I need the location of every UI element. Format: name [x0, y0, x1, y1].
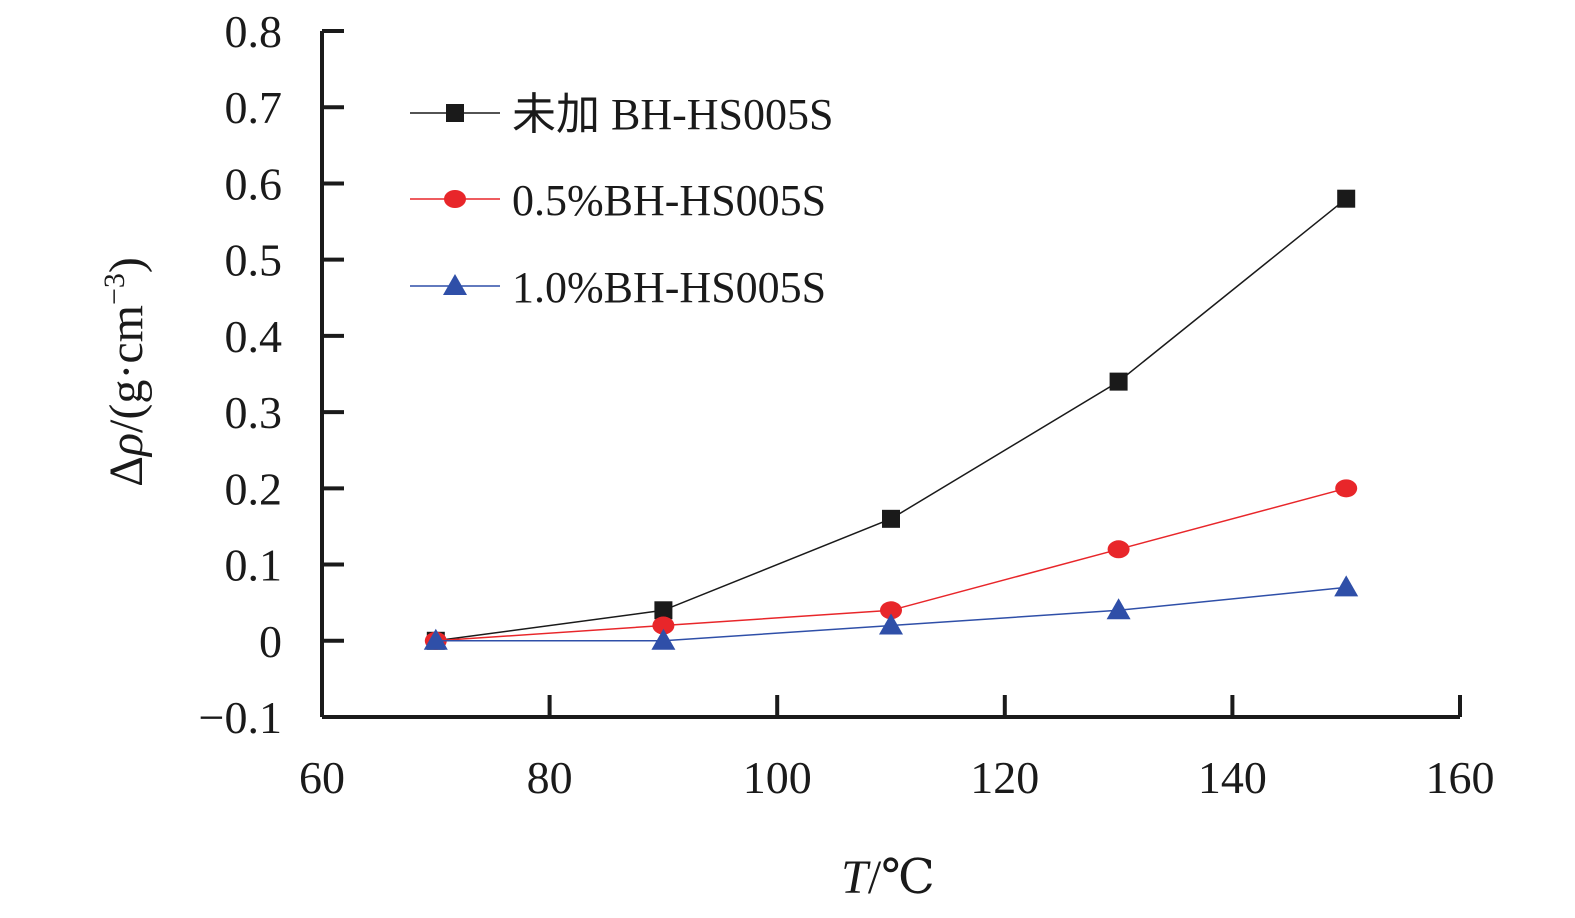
data-point: [652, 616, 675, 635]
legend-item-2: 0.5%BH-HS005S: [410, 176, 826, 225]
legend-marker: [446, 104, 464, 122]
data-point: [1109, 372, 1128, 391]
x-tick-label: 140: [1198, 752, 1267, 803]
y-tick-label: 0.8: [225, 6, 283, 57]
data-point: [423, 628, 448, 650]
legend-item-1: 未加 BH-HS005S: [410, 90, 834, 139]
legend-item-3: 1.0%BH-HS005S: [410, 263, 826, 312]
y-tick-label: 0.7: [225, 82, 283, 133]
x-tick-label: 100: [743, 752, 812, 803]
x-tick-label: 60: [299, 752, 345, 803]
data-point: [1106, 598, 1131, 620]
y-axis-rho: ρ: [100, 433, 153, 458]
y-tick-label: 0: [259, 616, 282, 667]
x-tick-label: 160: [1426, 752, 1495, 803]
y-tick-label: 0.3: [225, 387, 283, 438]
y-axis-exponent: −3: [98, 273, 131, 305]
x-tick-label: 80: [527, 752, 573, 803]
data-point: [882, 509, 900, 528]
series-3: [423, 575, 1359, 650]
y-tick-label: −0.1: [199, 692, 282, 743]
legend-label: 未加 BH-HS005S: [512, 90, 834, 139]
legend-label: 0.5%BH-HS005S: [512, 176, 826, 225]
x-tick-label: 120: [970, 752, 1039, 803]
y-tick-label: 0.5: [225, 235, 283, 286]
y-tick-label: 0.1: [225, 540, 283, 591]
data-point: [1335, 479, 1358, 498]
tick-labels: −0.1 0 0.1 0.2 0.3 0.4 0.5 0.6 0.7 0.8 60 80 100 120 1…: [199, 6, 1495, 803]
series-1: [426, 189, 1356, 650]
y-tick-label: 0.6: [225, 158, 283, 209]
data-point: [651, 628, 676, 650]
x-axis-unit: /℃: [868, 851, 935, 904]
data-point: [1337, 189, 1356, 208]
legend-marker: [444, 190, 466, 208]
data-point: [880, 601, 902, 620]
data-point: [1334, 575, 1359, 597]
data-point: [1107, 540, 1130, 559]
legend-marker: [443, 274, 467, 295]
y-tick-label: 0.4: [225, 311, 283, 362]
y-tick-label: 0.2: [225, 463, 283, 514]
x-axis-title: T/℃: [841, 851, 935, 904]
y-axis-title: Δρ/(g·cm−3): [98, 257, 153, 487]
y-axis-unit: /(g·cm: [100, 305, 153, 433]
series-layer: [423, 189, 1359, 650]
axes: [320, 29, 1462, 719]
y-axis-close: ): [100, 257, 153, 273]
legend-label: 1.0%BH-HS005S: [512, 263, 826, 312]
x-axis-var: T: [841, 851, 871, 904]
legend: 未加 BH-HS005S 0.5%BH-HS005S 1.0%BH-HS005S: [410, 90, 834, 312]
data-point: [654, 601, 673, 620]
data-point: [879, 613, 903, 635]
y-axis-delta: Δ: [100, 456, 153, 487]
